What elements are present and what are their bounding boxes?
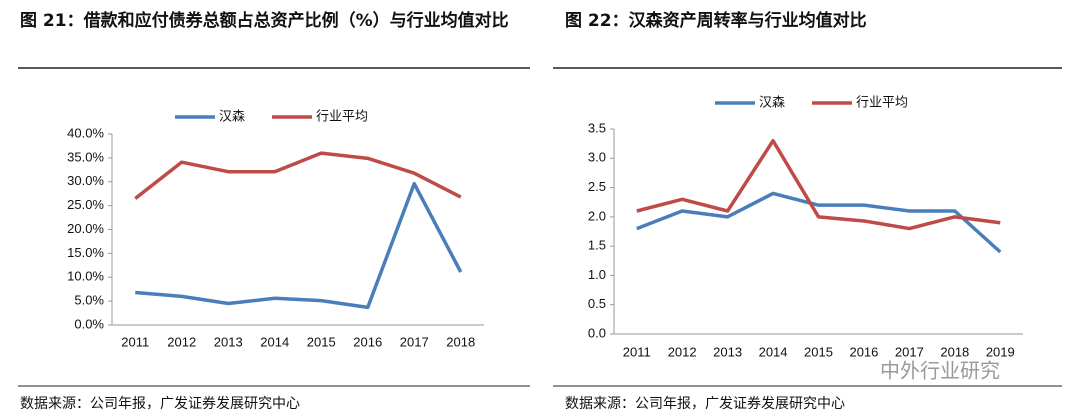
x-tick-label: 2016 bbox=[849, 344, 878, 359]
y-tick-label: 0.5 bbox=[588, 296, 606, 311]
series-line bbox=[135, 181, 463, 310]
x-tick-label: 2015 bbox=[307, 334, 336, 349]
x-tick-label: 2017 bbox=[895, 344, 924, 359]
x-tick-label: 2012 bbox=[167, 334, 196, 349]
legend-label: 汉森 bbox=[219, 108, 245, 123]
y-tick-label: 0.0% bbox=[74, 316, 104, 331]
x-tick-label: 2017 bbox=[400, 334, 429, 349]
y-tick-label: 40.0% bbox=[67, 125, 104, 140]
x-tick-label: 2013 bbox=[713, 344, 742, 359]
y-tick-label: 0.0 bbox=[588, 325, 606, 340]
source-note: 数据来源：公司年报，广发证券发展研究中心 bbox=[565, 396, 845, 412]
chart-title: 图 21：借款和应付债券总额占总资产比例（%）与行业均值对比 bbox=[20, 11, 509, 31]
x-tick-label: 2011 bbox=[623, 344, 651, 359]
y-tick-label: 2.0 bbox=[588, 208, 606, 223]
source-note: 数据来源：公司年报，广发证券发展研究中心 bbox=[20, 396, 300, 412]
x-tick-label: 2018 bbox=[446, 334, 475, 349]
y-tick-label: 1.0 bbox=[588, 267, 606, 282]
x-tick-label: 2015 bbox=[804, 344, 833, 359]
x-tick-label: 2011 bbox=[121, 334, 149, 349]
y-tick-label: 30.0% bbox=[67, 173, 104, 188]
y-tick-label: 3.0 bbox=[588, 150, 606, 165]
y-tick-label: 20.0% bbox=[67, 221, 104, 236]
y-tick-label: 15.0% bbox=[67, 245, 104, 260]
series-line bbox=[134, 151, 462, 200]
legend-label: 汉森 bbox=[759, 94, 785, 109]
x-tick-label: 2013 bbox=[214, 334, 243, 349]
legend-label: 行业平均 bbox=[316, 108, 368, 123]
x-tick-label: 2012 bbox=[668, 344, 697, 359]
series-line bbox=[636, 138, 1001, 231]
y-tick-label: 1.5 bbox=[588, 238, 606, 253]
y-tick-label: 2.5 bbox=[588, 179, 606, 194]
x-tick-label: 2016 bbox=[353, 334, 382, 349]
y-tick-label: 25.0% bbox=[67, 197, 104, 212]
x-tick-label: 2014 bbox=[260, 334, 289, 349]
chart-title: 图 22：汉森资产周转率与行业均值对比 bbox=[565, 11, 867, 31]
y-tick-label: 10.0% bbox=[67, 269, 104, 284]
y-tick-label: 35.0% bbox=[67, 149, 104, 164]
y-tick-label: 5.0% bbox=[74, 293, 104, 308]
watermark: 中外行业研究 bbox=[880, 359, 1000, 382]
x-tick-label: 2018 bbox=[940, 344, 969, 359]
x-tick-label: 2019 bbox=[986, 344, 1015, 359]
legend-label: 行业平均 bbox=[856, 94, 908, 109]
y-tick-label: 3.5 bbox=[588, 120, 606, 135]
x-tick-label: 2014 bbox=[759, 344, 788, 359]
series-line bbox=[636, 191, 1002, 254]
